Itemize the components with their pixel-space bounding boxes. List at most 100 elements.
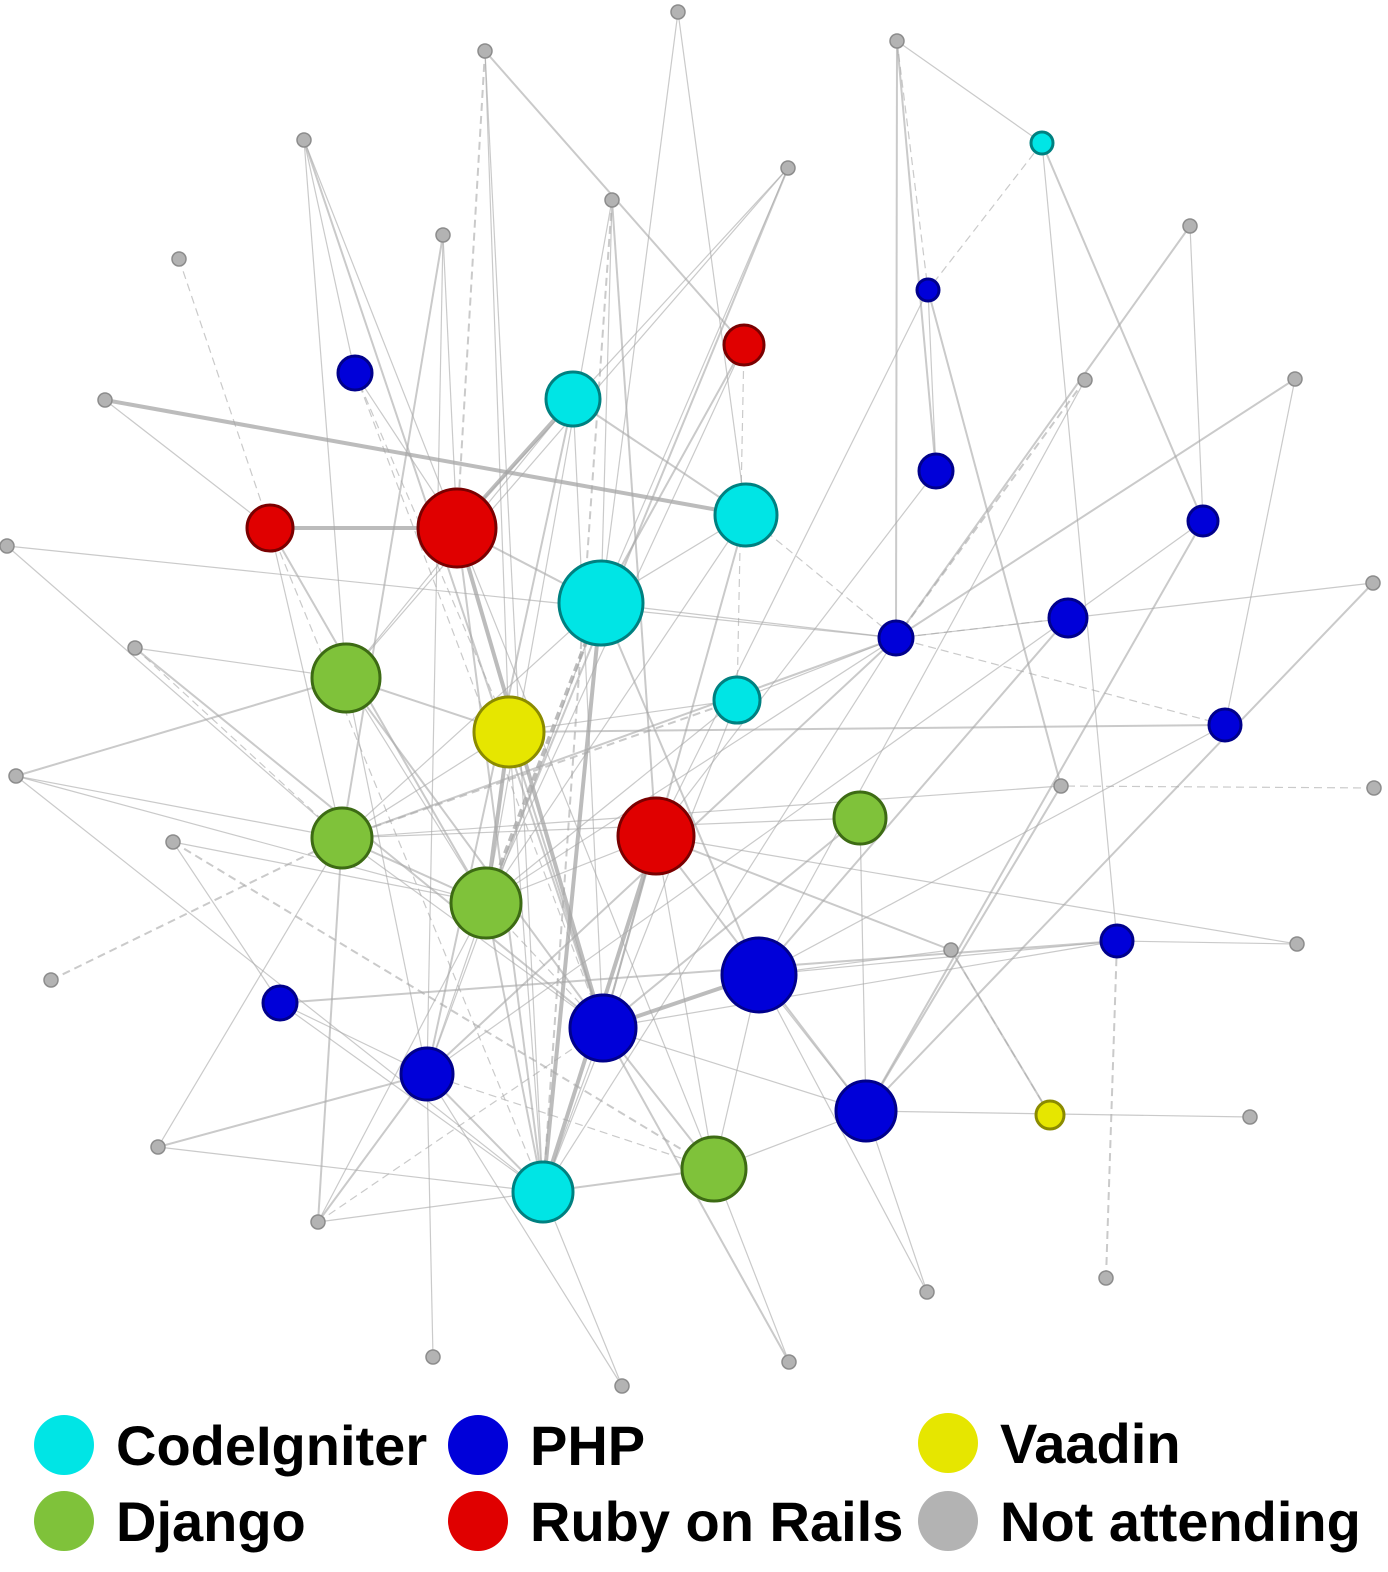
node-not-attending bbox=[889, 33, 905, 49]
node-not-attending bbox=[614, 1378, 630, 1394]
node-php bbox=[1099, 923, 1135, 959]
node-php bbox=[834, 1079, 898, 1143]
legend-item-django: Django bbox=[34, 1486, 306, 1556]
graph-edge bbox=[134, 647, 343, 839]
graph-edge bbox=[1060, 785, 1375, 789]
node-not-attending bbox=[1242, 1109, 1258, 1125]
graph-edge bbox=[456, 50, 486, 529]
graph-edge bbox=[455, 527, 605, 1029]
blue-circle-icon bbox=[448, 1415, 508, 1475]
node-php bbox=[1207, 707, 1243, 743]
graph-edge bbox=[484, 50, 510, 733]
yellow-circle-icon bbox=[918, 1413, 978, 1473]
node-not-attending bbox=[1182, 218, 1198, 234]
graph-edge bbox=[134, 647, 347, 679]
graph-edge bbox=[341, 637, 897, 839]
graph-edge bbox=[6, 545, 343, 839]
graph-edge bbox=[600, 344, 745, 604]
graph-edge bbox=[485, 902, 544, 1193]
graph-edge bbox=[541, 602, 603, 1193]
node-not-attending bbox=[97, 392, 113, 408]
node-not-attending bbox=[150, 1139, 166, 1155]
node-php bbox=[720, 936, 798, 1014]
graph-edge bbox=[485, 699, 738, 904]
graph-edge bbox=[600, 199, 613, 604]
graph-edge bbox=[341, 234, 444, 839]
node-codeigniter bbox=[544, 370, 602, 428]
node-not-attending bbox=[171, 251, 187, 267]
graph-edge bbox=[896, 40, 929, 291]
graph-edge bbox=[758, 974, 928, 1293]
node-not-attending bbox=[8, 768, 24, 784]
node-php bbox=[915, 277, 941, 303]
legend-item-codeigniter: CodeIgniter bbox=[34, 1410, 427, 1480]
node-php bbox=[1186, 504, 1220, 538]
graph-edge bbox=[345, 677, 604, 1029]
graph-edge bbox=[865, 785, 1062, 1112]
graph-edge bbox=[895, 40, 898, 639]
graph-edge bbox=[572, 398, 747, 516]
legend-item-ruby-on-rails: Ruby on Rails bbox=[448, 1486, 903, 1556]
graph-edge bbox=[442, 234, 458, 529]
legend-label-not-attending: Not attending bbox=[1000, 1489, 1361, 1553]
graph-edge bbox=[485, 637, 897, 904]
graph-edge bbox=[426, 1073, 623, 1387]
node-not-attending bbox=[43, 972, 59, 988]
graph-edge bbox=[542, 637, 897, 1193]
node-php bbox=[568, 993, 638, 1063]
node-not-attending bbox=[1365, 575, 1381, 591]
graph-edge bbox=[104, 399, 271, 529]
node-not-attending bbox=[1287, 371, 1303, 387]
green-circle-icon bbox=[34, 1491, 94, 1551]
node-rails bbox=[416, 487, 498, 569]
graph-edge bbox=[269, 527, 487, 904]
node-not-attending bbox=[943, 942, 959, 958]
node-codeigniter bbox=[713, 482, 779, 548]
graph-edge bbox=[859, 817, 867, 1112]
node-vaadin bbox=[472, 695, 546, 769]
graph-edge bbox=[484, 602, 603, 904]
node-rails bbox=[722, 323, 766, 367]
graph-edge bbox=[600, 11, 679, 604]
gray-circle-icon bbox=[918, 1491, 978, 1551]
graph-edge bbox=[172, 841, 281, 1004]
graph-edge bbox=[736, 344, 745, 701]
graph-edge bbox=[157, 837, 343, 1148]
graph-edge bbox=[1224, 378, 1296, 726]
graph-edge bbox=[895, 617, 1069, 639]
node-codeigniter bbox=[511, 1160, 575, 1224]
graph-edge bbox=[602, 940, 1118, 1029]
legend: CodeIgniter PHP Vaadin Django Ruby on Ra… bbox=[0, 1400, 1388, 1572]
legend-label-codeigniter: CodeIgniter bbox=[116, 1413, 428, 1477]
graph-edge bbox=[6, 545, 897, 639]
graph-edge bbox=[865, 520, 1204, 1112]
graph-edge bbox=[1189, 225, 1204, 522]
graph-edge bbox=[508, 731, 544, 1193]
node-django bbox=[680, 1135, 748, 1203]
legend-label-vaadin: Vaadin bbox=[1000, 1411, 1181, 1475]
graph-edge bbox=[317, 902, 487, 1223]
graph-edge bbox=[542, 699, 738, 1193]
graph-edge bbox=[317, 837, 343, 1223]
graph-edge bbox=[950, 949, 1051, 1116]
graph-edge bbox=[758, 940, 1118, 976]
node-php bbox=[1047, 597, 1089, 639]
graph-edge bbox=[1041, 142, 1204, 522]
graph-edge bbox=[655, 835, 715, 1170]
node-php bbox=[399, 1046, 455, 1102]
graph-edge bbox=[865, 1110, 928, 1293]
graph-edge bbox=[426, 1073, 434, 1358]
graph-edge bbox=[602, 817, 861, 1029]
graph-edge bbox=[655, 289, 929, 837]
graph-edge bbox=[485, 199, 613, 904]
node-php bbox=[261, 984, 299, 1022]
graph-edge bbox=[104, 398, 747, 517]
graph-edge bbox=[927, 142, 1043, 291]
graph-edge bbox=[485, 514, 747, 904]
node-django bbox=[310, 642, 382, 714]
node-codeigniter bbox=[557, 559, 645, 647]
graph-edge bbox=[50, 837, 343, 981]
graph-edge bbox=[426, 617, 1069, 1075]
graph-edge bbox=[508, 731, 604, 1029]
node-not-attending bbox=[1098, 1270, 1114, 1286]
